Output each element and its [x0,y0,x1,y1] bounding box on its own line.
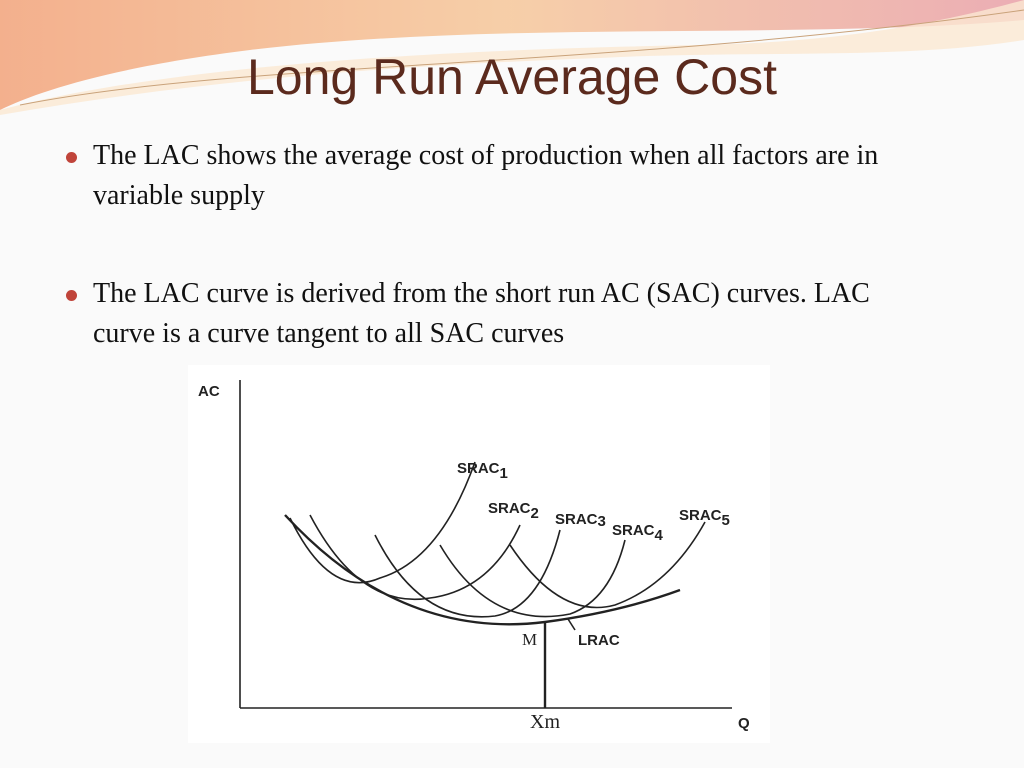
srac-curve [309,514,521,601]
curve-label: SRAC2 [488,500,539,522]
curve-subscript: 5 [722,512,730,529]
point-label: M [522,630,537,649]
curve-label: SRAC5 [679,507,730,529]
srac-curve [289,461,476,584]
slide-title: Long Run Average Cost [246,49,777,105]
curve-label: SRAC4 [612,522,664,544]
srac-curve [374,529,561,618]
curve-subscript: 4 [655,527,664,544]
x-axis-label: Q [738,715,750,732]
x-point-label: Xm [530,711,560,733]
curve-subscript: 2 [531,505,539,522]
curve-subscript: 1 [500,465,508,482]
lrac-pointer [567,618,576,631]
curve-name: SRAC [679,507,722,524]
bullet: The LAC curve is derived from the short … [60,274,920,354]
curve-name: SRAC [457,460,500,477]
curve-name: SRAC [488,500,531,517]
curve-label: SRAC1 [457,460,508,482]
curve-subscript: 3 [598,513,606,530]
srac-curve [439,539,626,618]
bullet-list: The LAC shows the average cost of produc… [60,136,920,412]
curve-name: SRAC [555,511,598,528]
header-decoration [0,0,1024,115]
diagram-background [188,365,770,743]
curve-name: SRAC [612,522,655,539]
lrac-curve [284,514,681,626]
bullet: The LAC shows the average cost of produc… [60,136,920,216]
y-axis-label: AC [198,383,220,400]
curve-label: SRAC3 [555,511,606,530]
srac-curve [509,521,706,609]
cost-diagram: AC Q SRAC1 SRAC2 SRAC3 SRAC4 SRAC5 LRAC … [188,365,770,743]
lrac-label: LRAC [578,632,620,649]
